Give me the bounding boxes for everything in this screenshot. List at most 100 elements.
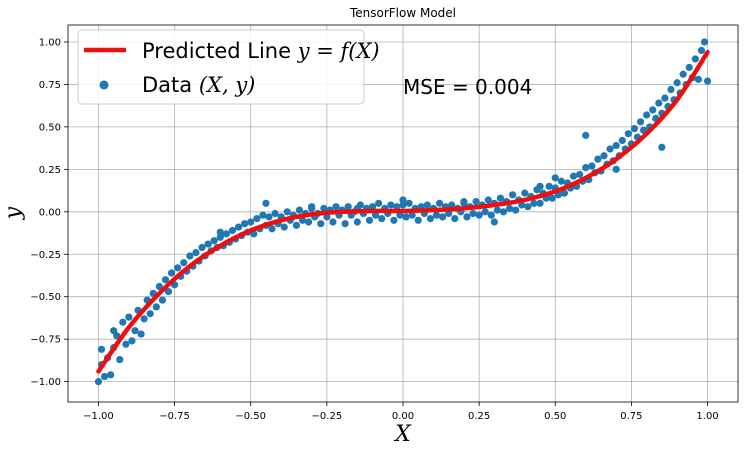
x-axis: −1.00 −0.75 −0.50 −0.25 0.00 0.25 0.50 0.75 1.00 (83, 402, 719, 422)
data-point (131, 327, 139, 335)
mse-annotation: MSE = 0.004 (403, 75, 532, 99)
data-point (353, 218, 361, 226)
data-point (393, 203, 401, 211)
data-point (582, 131, 590, 139)
data-point (152, 303, 160, 311)
data-point (119, 318, 127, 326)
legend-line-label: Predicted Line y = f(X) (142, 39, 380, 63)
data-point (697, 46, 706, 55)
legend: Predicted Line y = f(X) Data (X, y) (77, 29, 380, 105)
data-point (317, 220, 325, 228)
data-point (582, 164, 590, 172)
data-point (414, 216, 422, 224)
data-point (399, 196, 407, 204)
x-tick-label: −0.25 (312, 411, 343, 422)
data-point (128, 337, 136, 345)
data-point (700, 38, 709, 46)
data-point (390, 216, 398, 224)
data-point (536, 182, 544, 190)
data-point (97, 345, 106, 353)
data-point (487, 211, 495, 219)
data-point (518, 201, 526, 209)
data-point (460, 198, 468, 206)
data-point (216, 228, 224, 236)
data-point (180, 259, 188, 267)
data-point (661, 94, 669, 102)
y-axis-label: y (1, 206, 26, 220)
data-point (606, 145, 614, 153)
data-point (475, 211, 483, 219)
data-point (588, 162, 596, 170)
data-point (247, 218, 255, 226)
data-point (694, 75, 703, 83)
data-point (186, 252, 194, 260)
y-tick-label: 0.75 (39, 80, 61, 91)
data-point (548, 194, 556, 202)
data-point (636, 118, 645, 126)
data-point (560, 189, 569, 197)
x-tick-label: 0.25 (468, 411, 490, 422)
data-point (399, 201, 407, 209)
data-point (557, 177, 565, 185)
data-point (524, 203, 532, 211)
data-point (116, 355, 124, 364)
data-point (365, 216, 374, 224)
data-point (107, 371, 115, 379)
data-point (146, 310, 154, 318)
data-point (161, 276, 170, 284)
data-point (536, 199, 544, 207)
data-point (691, 55, 699, 63)
data-point (320, 204, 328, 213)
data-point (259, 211, 267, 219)
data-point (612, 141, 620, 150)
data-point (600, 152, 608, 160)
data-point (192, 248, 200, 257)
data-point (402, 213, 410, 221)
data-point (667, 85, 675, 94)
data-point (594, 155, 602, 163)
data-point (341, 220, 349, 228)
data-point (304, 218, 313, 226)
data-point (509, 191, 517, 199)
data-point (271, 209, 279, 218)
data-point (164, 288, 173, 296)
data-point (521, 189, 529, 197)
legend-scatter-swatch (99, 80, 109, 90)
data-point (155, 282, 163, 291)
y-tick-label: −1.00 (30, 377, 61, 388)
data-point (371, 211, 380, 219)
data-point (481, 208, 489, 216)
data-point (463, 213, 471, 221)
data-point (262, 199, 270, 207)
data-point (344, 203, 352, 211)
y-axis: −1.00 −0.75 −0.50 −0.25 0.00 0.25 0.50 0.75 1.00 (30, 37, 68, 388)
data-point (378, 214, 386, 223)
data-point (649, 106, 657, 114)
data-point (158, 296, 167, 304)
data-point (505, 204, 514, 213)
data-point (308, 203, 316, 211)
legend-box (77, 29, 365, 105)
data-point (140, 315, 148, 323)
data-point (265, 213, 273, 221)
data-point (569, 172, 578, 180)
data-point (100, 372, 109, 381)
data-point (125, 313, 133, 321)
data-point (655, 99, 663, 107)
data-point (512, 206, 520, 214)
data-point (432, 211, 441, 219)
data-point (216, 233, 224, 241)
legend-line-label-math: y = f(X) (297, 39, 380, 63)
data-point (298, 216, 307, 224)
data-point (198, 243, 206, 252)
x-tick-label: 0.50 (544, 411, 566, 422)
x-tick-label: −1.00 (83, 411, 114, 422)
data-point (241, 220, 249, 228)
data-point (408, 211, 416, 219)
data-point (228, 226, 237, 235)
data-point (545, 182, 553, 190)
x-tick-label: 0.00 (392, 411, 414, 422)
data-point (493, 206, 502, 214)
data-point (673, 79, 681, 87)
data-point (499, 208, 508, 216)
